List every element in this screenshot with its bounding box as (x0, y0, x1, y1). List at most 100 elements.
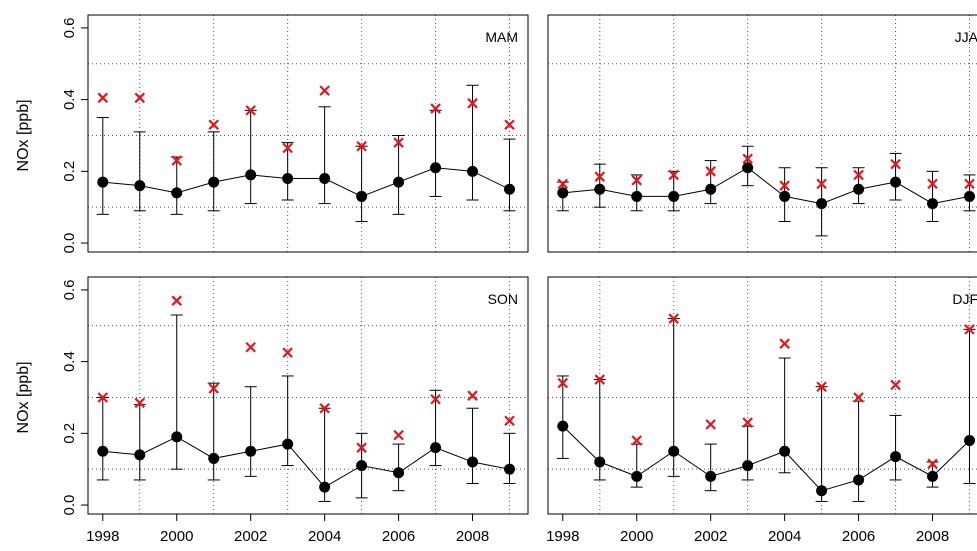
median-point (467, 456, 479, 468)
mean-marker (779, 338, 790, 349)
mean-marker (430, 103, 441, 114)
panel-frame (87, 14, 529, 253)
mean-marker (668, 313, 679, 324)
median-point (171, 431, 183, 443)
mean-marker (134, 92, 146, 104)
y-tick-label: 0.6 (61, 17, 78, 38)
x-tick-label: 2002 (694, 528, 727, 545)
median-point (430, 442, 442, 454)
mean-marker (964, 324, 975, 335)
median-point (816, 485, 828, 497)
panel-frame (87, 276, 529, 515)
mean-marker (356, 140, 367, 152)
median-point (779, 190, 791, 202)
mean-marker (853, 169, 864, 181)
median-point (393, 467, 405, 479)
median-line (562, 167, 970, 205)
median-line (562, 425, 970, 492)
median-point (631, 190, 643, 202)
median-point (245, 169, 257, 181)
median-point (319, 481, 331, 493)
median-point (282, 438, 294, 450)
median-point (208, 176, 220, 188)
mean-marker (356, 442, 367, 453)
panel-frame (547, 276, 977, 515)
x-tick-label: 2004 (308, 528, 341, 545)
median-point (668, 445, 680, 457)
x-tick-label: 2006 (842, 528, 875, 545)
median-point (171, 187, 183, 199)
mean-marker (742, 417, 753, 428)
median-point (742, 460, 754, 472)
mean-marker (816, 381, 827, 392)
mean-marker (208, 119, 219, 130)
mean-marker (927, 458, 938, 470)
median-point (319, 172, 331, 184)
mean-marker (964, 178, 975, 190)
median-point (97, 176, 109, 188)
mean-marker (668, 169, 679, 181)
mean-marker (245, 105, 256, 116)
median-point (631, 470, 643, 482)
mean-marker (890, 158, 901, 170)
mean-marker (594, 374, 606, 385)
mean-marker (134, 397, 146, 409)
mean-marker (927, 178, 938, 190)
mean-marker (705, 166, 716, 177)
panel-frame (547, 14, 977, 253)
median-line (102, 436, 510, 488)
mean-marker (282, 347, 293, 358)
median-point (594, 456, 606, 468)
median-point (208, 452, 220, 464)
median-point (97, 445, 109, 457)
median-point (245, 445, 257, 457)
mean-marker (430, 393, 441, 405)
median-point (557, 420, 569, 432)
mean-marker (557, 377, 569, 389)
median-point (964, 190, 976, 202)
median-point (705, 470, 717, 482)
y-tick-label: 0.2 (61, 161, 78, 182)
mean-marker (853, 392, 864, 403)
median-point (594, 183, 606, 195)
mean-marker (171, 155, 183, 166)
mean-marker (504, 415, 515, 427)
median-point (816, 198, 828, 210)
panel-label: SON (488, 291, 518, 307)
mean-marker (97, 392, 109, 403)
y-axis-label: NOx [ppb] (15, 99, 32, 171)
x-tick-label: 1998 (86, 528, 119, 545)
x-tick-label: 1998 (546, 528, 579, 545)
median-point (467, 165, 479, 177)
median-point (134, 180, 146, 192)
x-tick-label: 2006 (382, 528, 415, 545)
median-point (504, 463, 516, 475)
mean-marker (557, 178, 569, 190)
median-point (134, 449, 146, 461)
median-point (705, 183, 717, 195)
mean-marker (467, 97, 478, 109)
y-tick-label: 0.4 (61, 89, 78, 110)
mean-marker (779, 180, 790, 191)
mean-marker (319, 85, 330, 96)
median-point (853, 183, 865, 195)
x-tick-label: 2004 (768, 528, 801, 545)
y-tick-label: 0.4 (61, 351, 78, 372)
median-point (890, 176, 902, 188)
y-tick-label: 0.6 (61, 279, 78, 300)
median-point (779, 445, 791, 457)
median-point (927, 198, 939, 210)
panel-label: DJF (952, 291, 977, 307)
median-point (557, 187, 569, 199)
median-point (356, 190, 368, 202)
mean-marker (816, 178, 827, 190)
mean-marker (467, 390, 478, 401)
y-tick-label: 0.0 (61, 495, 78, 516)
panel-label: MAM (485, 29, 518, 45)
median-point (927, 470, 939, 482)
y-tick-label: 0.0 (61, 233, 78, 254)
x-tick-label: 2000 (620, 528, 653, 545)
median-point (668, 190, 680, 202)
median-point (742, 162, 754, 174)
mean-marker (705, 419, 716, 430)
